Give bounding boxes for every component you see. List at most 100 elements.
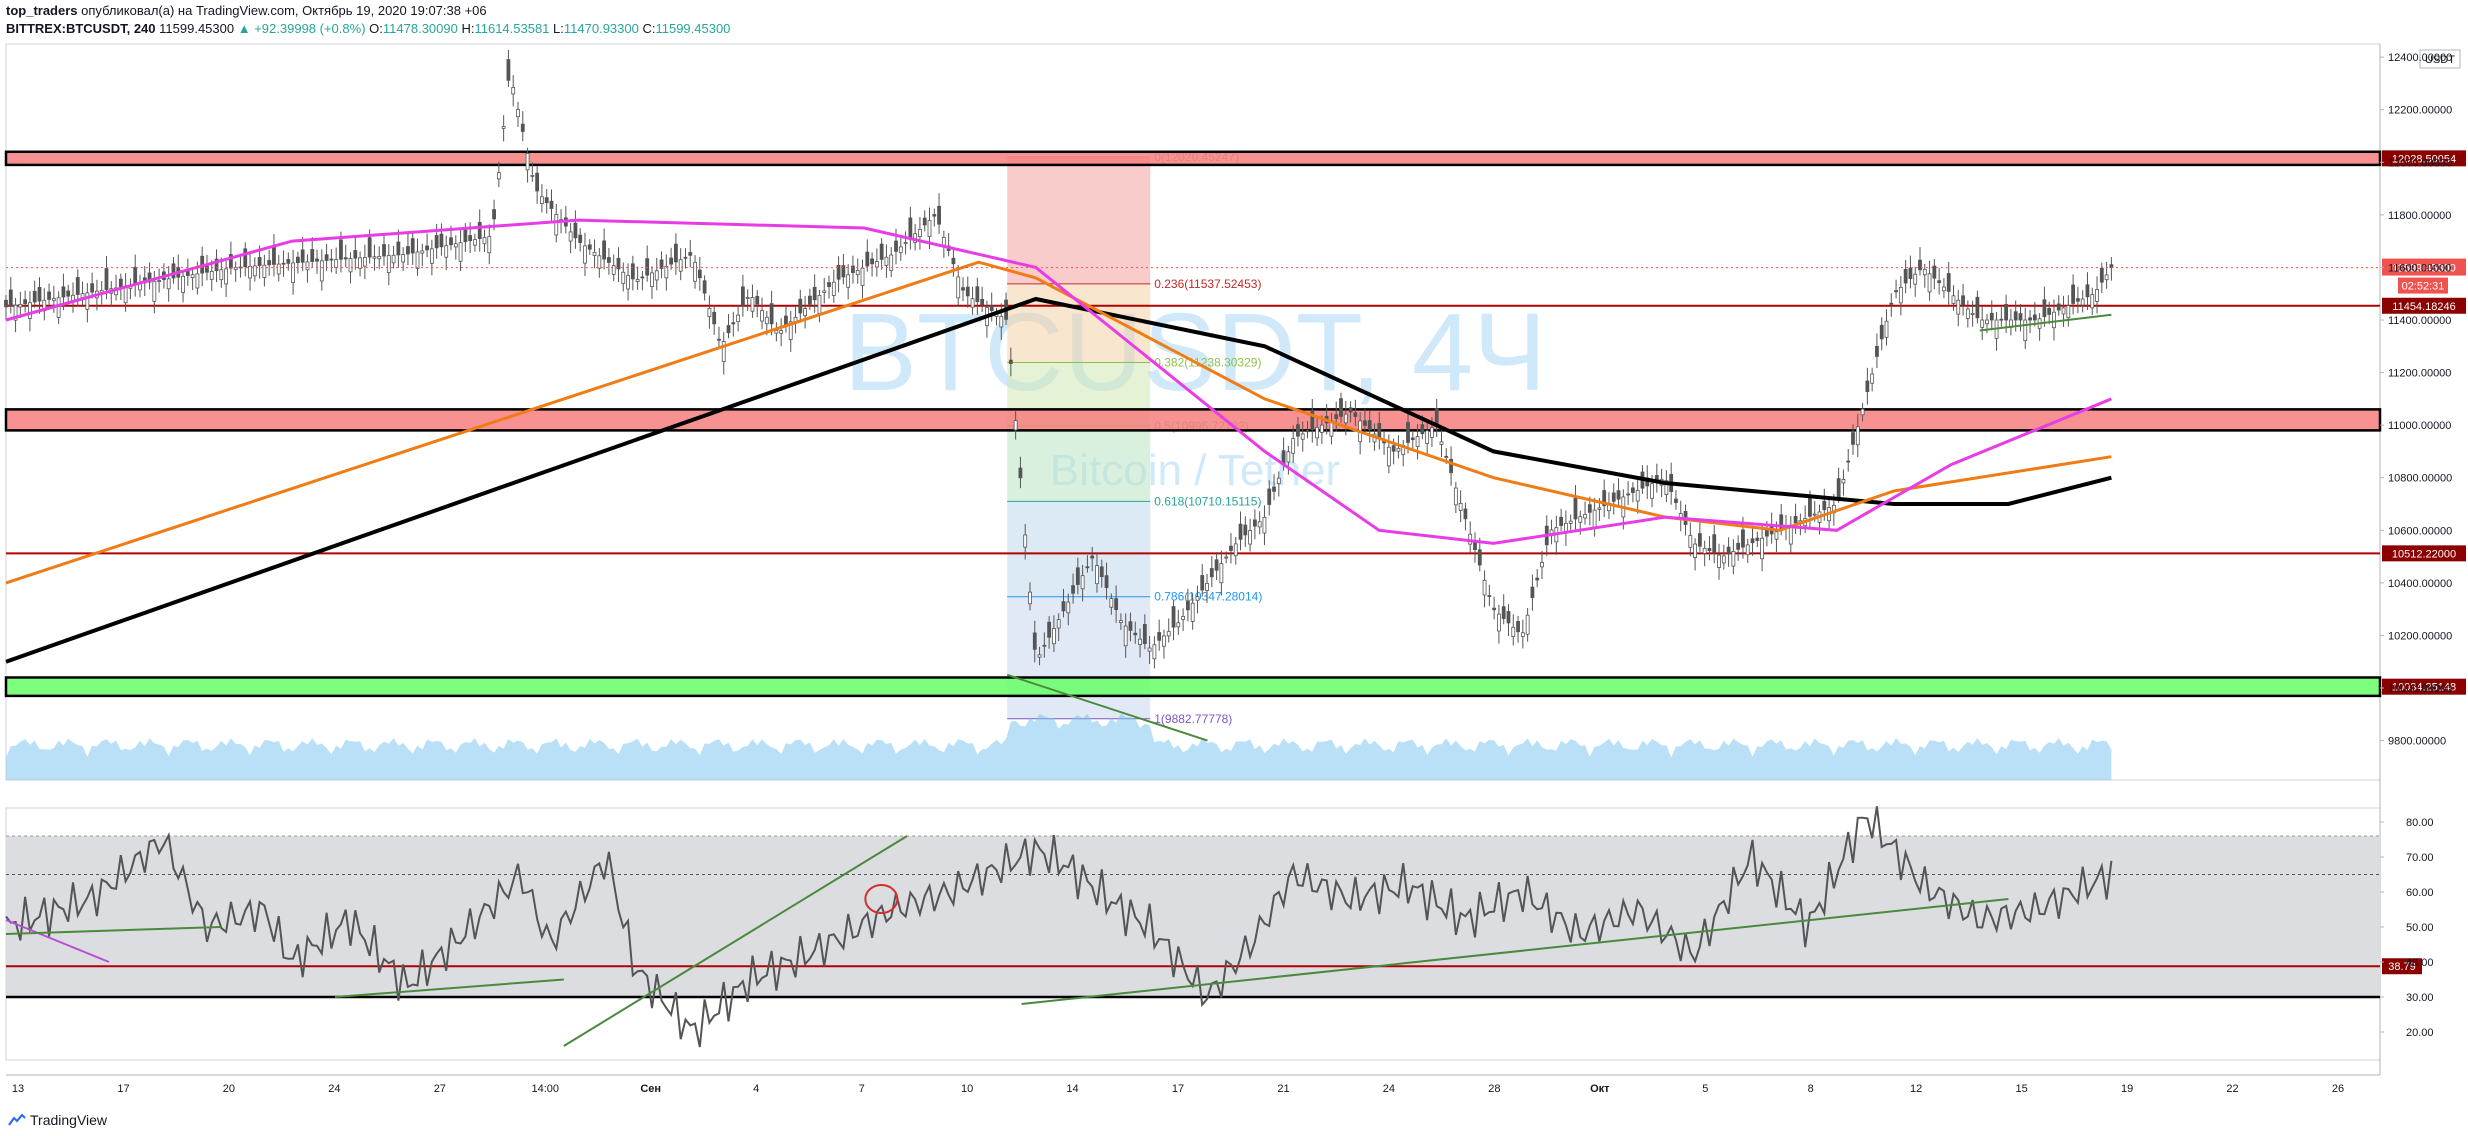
rsi-tick-label: 80.00 xyxy=(2406,817,2434,829)
candle-body xyxy=(970,298,975,308)
candle-body xyxy=(807,295,812,305)
candle-body xyxy=(1162,635,1166,647)
candle-body xyxy=(415,251,420,269)
time-tick-label: 24 xyxy=(328,1083,340,1095)
symbol-name[interactable]: BITTREX:BTCUSDT, 240 xyxy=(6,21,156,36)
candle-body xyxy=(1913,273,1918,285)
candle-body xyxy=(425,245,429,251)
candle-body xyxy=(731,322,736,325)
candle-body xyxy=(1257,521,1262,528)
candle-body xyxy=(37,286,42,302)
candle-body xyxy=(1774,531,1779,540)
candle-body xyxy=(1702,548,1707,554)
candle-body xyxy=(1970,313,1975,315)
candle-body xyxy=(1430,427,1434,438)
rsi-highlight-circle xyxy=(864,884,899,914)
candle-body xyxy=(1750,538,1755,544)
candle-body xyxy=(420,250,425,254)
candle-body xyxy=(1114,598,1119,611)
candle-body xyxy=(1717,554,1721,568)
rsi-tick-label: 40.00 xyxy=(2406,957,2434,969)
countdown-tag xyxy=(2398,277,2448,294)
price-tick-label: 11800.00000 xyxy=(2388,210,2451,222)
price-tick-label: 11200.00000 xyxy=(2388,368,2451,380)
candle-body xyxy=(583,245,587,264)
candle-body xyxy=(1511,626,1516,637)
candle-body xyxy=(147,272,152,283)
candle-body xyxy=(2061,307,2066,315)
currency-badge-label: USDT xyxy=(2425,54,2455,66)
rsi-level-tag xyxy=(2382,958,2422,975)
candle-body xyxy=(894,240,898,252)
time-tick-label: 22 xyxy=(2226,1083,2238,1095)
candle-body xyxy=(779,330,784,334)
candle-body xyxy=(1635,489,1640,502)
candle-body xyxy=(75,277,80,295)
candle-body xyxy=(1449,458,1453,474)
candle-body xyxy=(702,280,707,294)
candle-body xyxy=(669,257,674,265)
fib-band xyxy=(1007,426,1151,502)
candle-body xyxy=(635,279,640,283)
rsi-trend-line xyxy=(5,919,110,963)
candle-body xyxy=(630,263,635,280)
candle-body xyxy=(798,298,803,314)
candle-body xyxy=(688,252,693,256)
candle-body xyxy=(626,275,630,290)
candle-body xyxy=(1487,595,1492,597)
candle-body xyxy=(61,286,66,298)
candle-body xyxy=(678,259,683,272)
candle-body xyxy=(1630,487,1635,493)
candle-body xyxy=(28,302,32,319)
candle-body xyxy=(1147,647,1152,652)
candle-body xyxy=(1951,295,1956,304)
candle-body xyxy=(898,246,903,254)
candle-body xyxy=(276,263,281,275)
candle-body xyxy=(1741,529,1745,548)
candle-body xyxy=(860,267,865,286)
candle-body xyxy=(195,273,200,289)
rsi-trend-line xyxy=(1021,898,2009,1005)
candle-body xyxy=(836,264,841,280)
time-tick-label: 10 xyxy=(961,1083,973,1095)
candle-body xyxy=(956,276,961,299)
candle-body xyxy=(903,242,908,244)
candle-body xyxy=(1879,324,1884,340)
candle-body xyxy=(339,239,343,260)
candle-body xyxy=(1396,447,1401,452)
candle-body xyxy=(1238,523,1243,540)
candle-body xyxy=(607,257,611,263)
author-name[interactable]: top_traders xyxy=(6,3,78,18)
candle-body xyxy=(1697,533,1702,547)
candle-body xyxy=(13,304,18,321)
brand-label[interactable]: TradingView xyxy=(30,1112,108,1128)
candle-body xyxy=(1525,614,1530,635)
candle-body xyxy=(286,259,291,264)
time-tick-label: 4 xyxy=(753,1083,759,1095)
time-tick-label: 20 xyxy=(223,1083,235,1095)
ohlc-high-label: H: xyxy=(461,21,475,36)
rsi-level-label: 38.79 xyxy=(2388,961,2416,973)
price-tick-label: 10000.00000 xyxy=(2388,683,2452,695)
current-price-tag xyxy=(2382,258,2466,276)
candle-body xyxy=(516,109,520,118)
candle-body xyxy=(2052,311,2056,329)
candle-body xyxy=(1028,591,1032,605)
candle-body xyxy=(1855,426,1860,446)
candle-body xyxy=(85,292,90,310)
price-tick-label: 12200.00000 xyxy=(2388,105,2452,117)
candle-body xyxy=(1166,631,1171,637)
candle-body xyxy=(889,254,894,271)
candle-body xyxy=(219,269,224,281)
time-tick-label: 14 xyxy=(1066,1083,1078,1095)
candle-body xyxy=(1583,514,1587,519)
candle-body xyxy=(1291,438,1296,454)
candle-body xyxy=(1200,575,1205,591)
candle-body xyxy=(745,297,750,299)
candle-body xyxy=(1339,398,1343,417)
candle-body xyxy=(104,268,109,290)
candle-body xyxy=(1104,575,1109,589)
rsi-trend-line xyxy=(563,835,908,1047)
candle-body xyxy=(1224,556,1229,559)
